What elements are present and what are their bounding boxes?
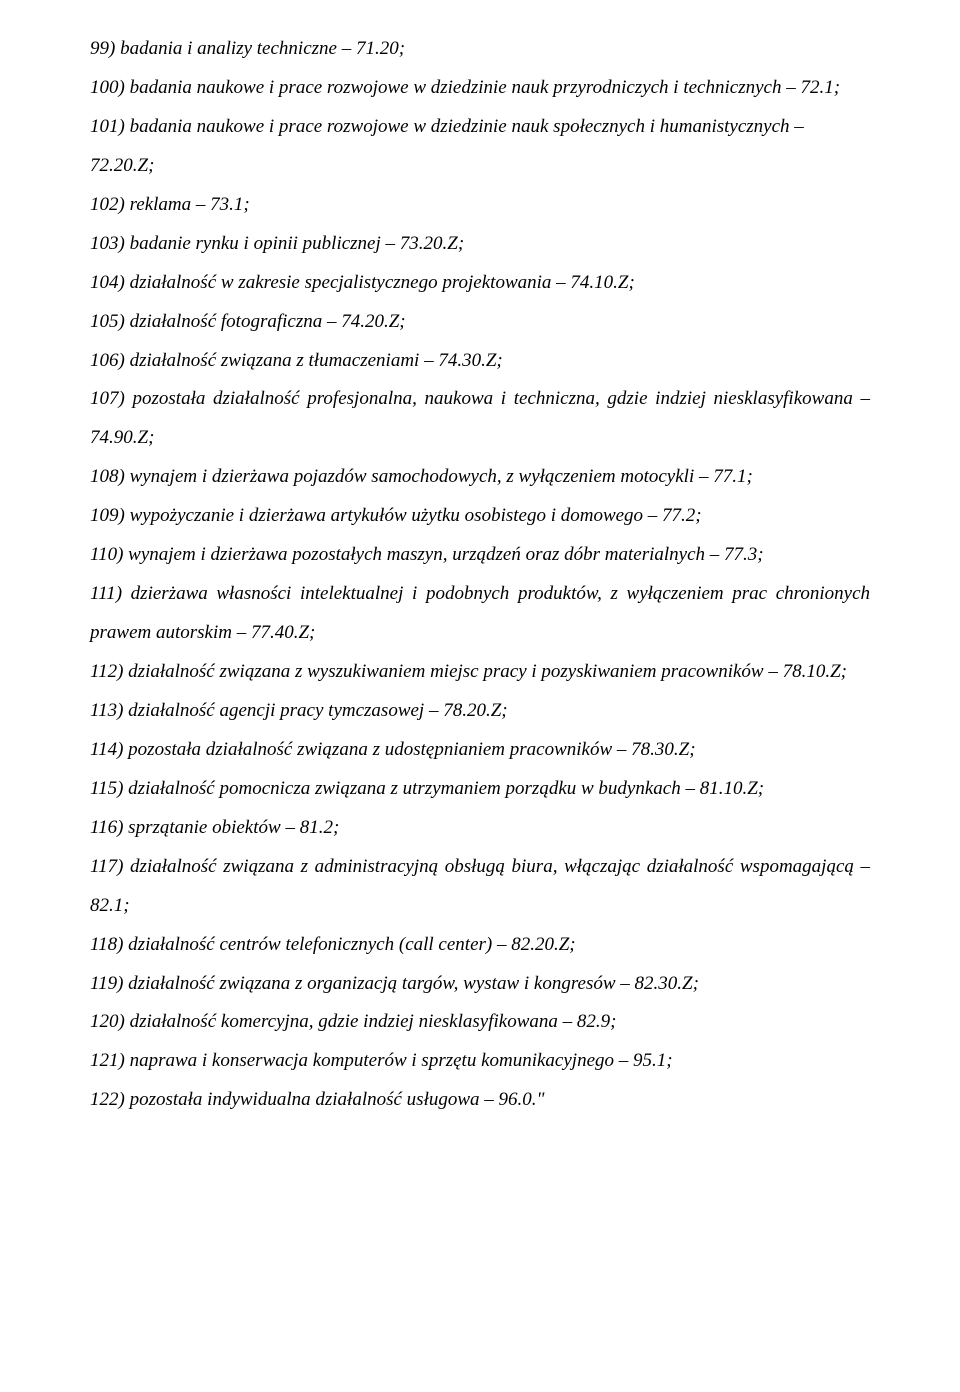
item-text: wynajem i dzierżawa pozostałych maszyn, … [128, 544, 763, 565]
item-number: 100 [90, 77, 119, 98]
list-item: 120) działalność komercyjna, gdzie indzi… [90, 1003, 870, 1042]
item-paren: ) [119, 311, 130, 332]
list-item: 118) działalność centrów telefonicznych … [90, 926, 870, 965]
item-text: reklama – 73.1; [130, 194, 250, 215]
list-item: 121) naprawa i konserwacja komputerów i … [90, 1042, 870, 1081]
list-item: 107) pozostała działalność profesjonalna… [90, 380, 870, 458]
item-number: 113 [90, 700, 117, 721]
item-text: działalność fotograficzna – 74.20.Z; [130, 311, 406, 332]
list-item: 102) reklama – 73.1; [90, 186, 870, 225]
document-page: 99) badania i analizy techniczne – 71.20… [0, 0, 960, 1392]
item-number: 111 [90, 583, 116, 604]
item-number: 117 [90, 856, 117, 877]
item-paren: ) [116, 583, 131, 604]
list-item: 117) działalność związana z administracy… [90, 848, 870, 926]
item-number: 112 [90, 661, 117, 682]
item-number: 104 [90, 272, 119, 293]
list-item: 99) badania i analizy techniczne – 71.20… [90, 30, 870, 69]
item-number: 114 [90, 739, 117, 760]
item-text: pozostała działalność profesjonalna, nau… [90, 388, 870, 448]
item-paren: ) [119, 505, 130, 526]
item-text: działalność w zakresie specjalistycznego… [130, 272, 635, 293]
item-number: 102 [90, 194, 119, 215]
item-number: 105 [90, 311, 119, 332]
list-item: 101) badania naukowe i prace rozwojowe w… [90, 108, 870, 186]
item-number: 115 [90, 778, 117, 799]
numbered-list: 99) badania i analizy techniczne – 71.20… [90, 30, 870, 1120]
item-text: działalność centrów telefonicznych (call… [128, 934, 575, 955]
item-number: 119 [90, 973, 117, 994]
item-paren: ) [119, 1011, 130, 1032]
item-text: działalność związana z organizacją targó… [128, 973, 699, 994]
item-number: 116 [90, 817, 117, 838]
item-number: 103 [90, 233, 119, 254]
list-item: 114) pozostała działalność związana z ud… [90, 731, 870, 770]
item-paren: ) [119, 77, 130, 98]
item-text: działalność związana z administracyjną o… [90, 856, 870, 916]
item-number: 120 [90, 1011, 119, 1032]
list-item: 116) sprzątanie obiektów – 81.2; [90, 809, 870, 848]
item-text: badanie rynku i opinii publicznej – 73.2… [130, 233, 465, 254]
item-paren: ) [119, 350, 130, 371]
list-item: 122) pozostała indywidualna działalność … [90, 1081, 870, 1120]
item-text: dzierżawa własności intelektualnej i pod… [90, 583, 870, 643]
item-text: badania i analizy techniczne – 71.20; [120, 38, 405, 59]
item-paren: ) [117, 934, 128, 955]
item-text: pozostała działalność związana z udostęp… [128, 739, 695, 760]
item-paren: ) [119, 233, 130, 254]
item-paren: ) [119, 388, 133, 409]
list-item: 113) działalność agencji pracy tymczasow… [90, 692, 870, 731]
list-item: 115) działalność pomocnicza związana z u… [90, 770, 870, 809]
item-text: działalność pomocnicza związana z utrzym… [128, 778, 764, 799]
item-text: sprzątanie obiektów – 81.2; [128, 817, 339, 838]
list-item: 105) działalność fotograficzna – 74.20.Z… [90, 303, 870, 342]
list-item: 108) wynajem i dzierżawa pojazdów samoch… [90, 458, 870, 497]
list-item: 119) działalność związana z organizacją … [90, 965, 870, 1004]
item-paren: ) [117, 778, 128, 799]
item-text: działalność związana z tłumaczeniami – 7… [130, 350, 503, 371]
item-text: badania naukowe i prace rozwojowe w dzie… [90, 116, 804, 176]
list-item: 104) działalność w zakresie specjalistyc… [90, 264, 870, 303]
item-number: 107 [90, 388, 119, 409]
item-number: 109 [90, 505, 119, 526]
item-number: 99 [90, 38, 109, 59]
item-text: naprawa i konserwacja komputerów i sprzę… [130, 1050, 673, 1071]
item-number: 122 [90, 1089, 119, 1110]
list-item: 110) wynajem i dzierżawa pozostałych mas… [90, 536, 870, 575]
item-text: działalność związana z wyszukiwaniem mie… [128, 661, 847, 682]
item-paren: ) [117, 544, 128, 565]
item-number: 121 [90, 1050, 119, 1071]
item-paren: ) [117, 661, 128, 682]
list-item: 106) działalność związana z tłumaczeniam… [90, 342, 870, 381]
item-paren: ) [117, 817, 128, 838]
item-number: 106 [90, 350, 119, 371]
list-item: 109) wypożyczanie i dzierżawa artykułów … [90, 497, 870, 536]
item-number: 101 [90, 116, 119, 137]
list-item: 112) działalność związana z wyszukiwanie… [90, 653, 870, 692]
item-text: badania naukowe i prace rozwojowe w dzie… [130, 77, 840, 98]
item-text: działalność agencji pracy tymczasowej – … [128, 700, 507, 721]
item-paren: ) [119, 1089, 130, 1110]
item-paren: ) [119, 116, 130, 137]
item-paren: ) [119, 272, 130, 293]
item-number: 110 [90, 544, 117, 565]
item-text: wypożyczanie i dzierżawa artykułów użytk… [130, 505, 702, 526]
list-item: 103) badanie rynku i opinii publicznej –… [90, 225, 870, 264]
item-paren: ) [119, 1050, 130, 1071]
item-text: działalność komercyjna, gdzie indziej ni… [130, 1011, 617, 1032]
item-paren: ) [119, 466, 130, 487]
item-paren: ) [117, 856, 130, 877]
list-item: 111) dzierżawa własności intelektualnej … [90, 575, 870, 653]
item-paren: ) [119, 194, 130, 215]
item-text: wynajem i dzierżawa pojazdów samochodowy… [130, 466, 753, 487]
item-text: pozostała indywidualna działalność usług… [130, 1089, 545, 1110]
item-paren: ) [117, 973, 128, 994]
item-paren: ) [109, 38, 120, 59]
list-item: 100) badania naukowe i prace rozwojowe w… [90, 69, 870, 108]
item-paren: ) [117, 700, 128, 721]
item-paren: ) [117, 739, 128, 760]
item-number: 108 [90, 466, 119, 487]
item-number: 118 [90, 934, 117, 955]
